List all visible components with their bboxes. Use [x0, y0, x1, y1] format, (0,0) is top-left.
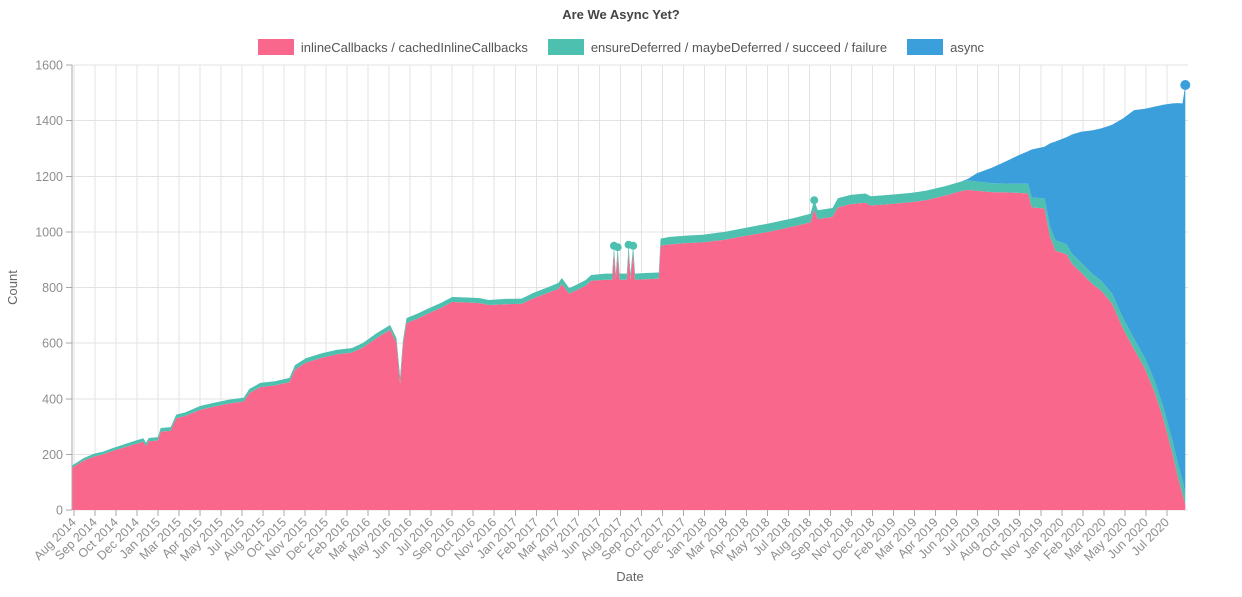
legend-label-inlinecallbacks: inlineCallbacks / cachedInlineCallbacks — [300, 39, 528, 55]
legend-label-ensuredeferred: ensureDeferred / maybeDeferred / succeed… — [590, 39, 888, 55]
svg-text:400: 400 — [42, 392, 63, 406]
svg-text:1400: 1400 — [35, 114, 63, 128]
svg-text:Count: Count — [5, 270, 20, 305]
svg-text:1000: 1000 — [35, 225, 63, 239]
legend-swatch-async-icon — [907, 39, 944, 55]
legend-swatch-ensuredeferred-icon — [547, 39, 584, 55]
legend-item-inlinecallbacks[interactable]: inlineCallbacks / cachedInlineCallbacks — [257, 39, 528, 55]
legend-item-ensuredeferred[interactable]: ensureDeferred / maybeDeferred / succeed… — [547, 39, 888, 55]
svg-text:Date: Date — [616, 569, 643, 584]
legend-item-async[interactable]: async — [907, 39, 984, 55]
legend-label-async: async — [950, 39, 985, 55]
svg-text:1600: 1600 — [35, 59, 63, 73]
legend-swatch-inlinecallbacks-icon — [257, 39, 294, 55]
chart-title: Are We Async Yet? — [562, 7, 680, 22]
legend: inlineCallbacks / cachedInlineCallbacks … — [0, 39, 1242, 55]
svg-text:600: 600 — [42, 337, 63, 351]
svg-text:800: 800 — [42, 281, 63, 295]
svg-text:1200: 1200 — [35, 170, 63, 184]
svg-text:0: 0 — [56, 504, 63, 518]
svg-text:200: 200 — [42, 448, 63, 462]
